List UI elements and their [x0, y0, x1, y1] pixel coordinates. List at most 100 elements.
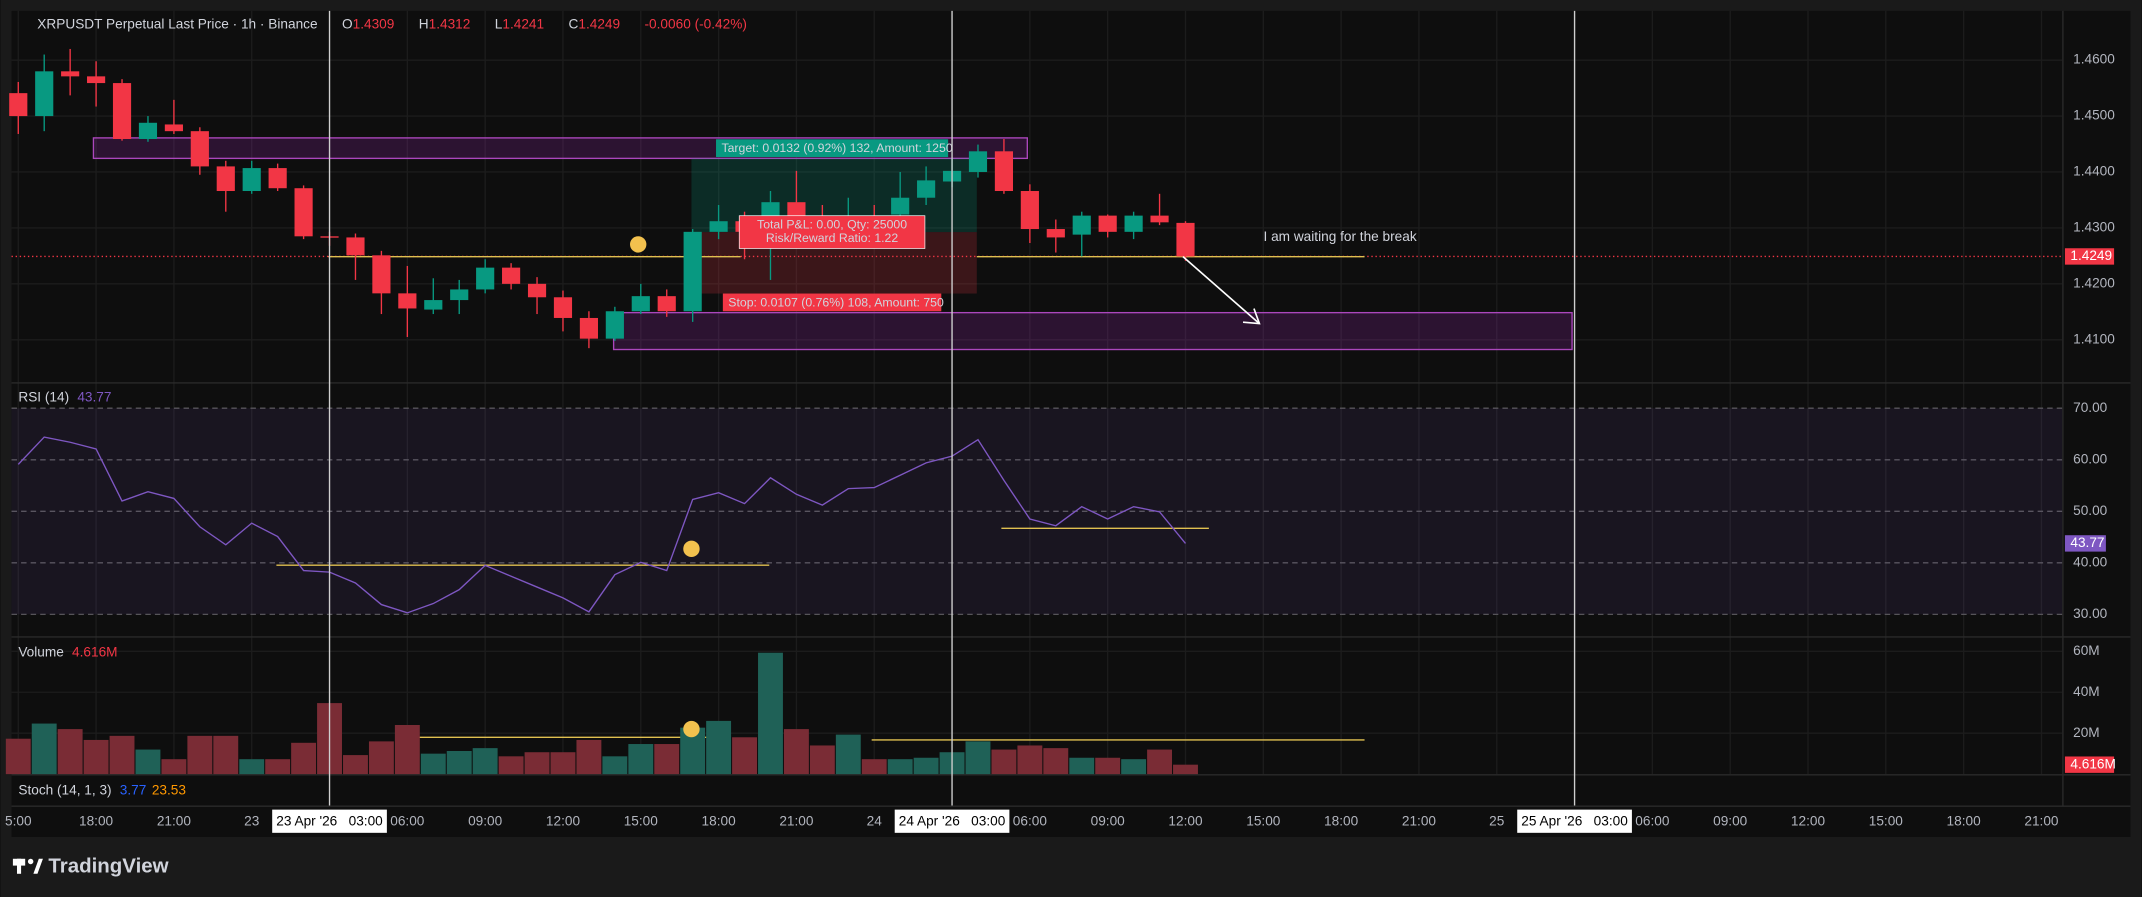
volume-bar: [265, 759, 291, 775]
x-tick-label: 09:00: [1713, 814, 1748, 829]
volume-bar: [602, 756, 628, 775]
volume-bar: [239, 759, 265, 775]
volume-bar: [835, 734, 861, 775]
volume-bar: [1017, 745, 1043, 775]
candle-body: [1020, 191, 1039, 230]
ohlc-value: 1.4312: [429, 16, 471, 31]
volume-bar: [732, 737, 757, 775]
ohlc-key: L: [495, 16, 503, 31]
ohlc-key: H: [419, 16, 429, 31]
candle-body: [398, 293, 417, 309]
y-tick-label: 20M: [2073, 725, 2100, 740]
x-tick-label: 21:00: [157, 814, 192, 829]
pnl-label-bg: [738, 215, 926, 249]
overlay: 5:00 18:00 21:00 23 23 Apr '26 03:00 06:00 09:…: [5, 10, 2116, 833]
ohlc-value: 1.4241: [502, 16, 544, 31]
x-tick-label: 24: [867, 814, 883, 829]
volume-bar: [57, 729, 83, 775]
candle-body: [891, 197, 910, 215]
stoch-k: 3.77: [120, 782, 147, 797]
y-tick-label: 1.4600: [2073, 52, 2115, 67]
volume-bar: [420, 753, 446, 775]
legend: XRPUSDT Perpetual Last Price · 1h · Bina…: [18, 16, 758, 31]
volume-legend: Volume 4.616M: [18, 644, 117, 659]
volume-bar: [343, 755, 368, 775]
candle-body: [268, 168, 287, 189]
candle-body: [917, 180, 936, 198]
candle-body: [709, 221, 728, 232]
candle-body: [242, 168, 261, 192]
logo: [16, 858, 22, 874]
y-tick-label: 60M: [2073, 643, 2100, 658]
rsi-band: [11, 408, 2063, 615]
volume-bar: [965, 741, 991, 775]
volume-bar: [809, 745, 835, 775]
note: I am waiting for the break: [1264, 229, 1417, 244]
candle-body: [87, 76, 106, 84]
candle-body: [1046, 229, 1065, 238]
y-tick-label: 1.4500: [2073, 108, 2115, 123]
grid: [11, 10, 2063, 775]
candle-body: [164, 124, 183, 132]
volume-bar: [368, 741, 394, 775]
stoch-legend: Stoch (14, 1, 3) 3.77 23.53: [18, 782, 186, 797]
volume-bar: [576, 739, 602, 775]
change: -0.0060 (-0.42%): [645, 16, 747, 31]
y-tick-label: 1.4100: [2073, 331, 2115, 346]
candle-body: [450, 289, 469, 301]
y-tick-label: 30.00: [2073, 606, 2108, 621]
candle-body: [502, 267, 521, 284]
volume-bar: [291, 742, 317, 775]
candle-body: [424, 300, 443, 310]
volume-bar: [109, 735, 135, 775]
candle-body: [683, 231, 702, 312]
x-tick-label: 12:00: [1791, 814, 1826, 829]
stoch-title: Stoch (14, 1, 3): [18, 782, 111, 797]
x-tick-label: 12:00: [546, 814, 581, 829]
x-tick-label: 18:00: [702, 814, 737, 829]
volume-bar: [550, 752, 576, 775]
candle-body: [476, 267, 495, 290]
x-tick-label: 23: [244, 814, 259, 829]
volume-bar: [887, 759, 913, 775]
volume-bar: [991, 749, 1017, 775]
position-labels: Target: 0.0132 (0.92%) 132, Amount: 1250…: [716, 139, 953, 312]
logo: [33, 858, 43, 874]
x-tick-label: 18:00: [1947, 814, 1982, 829]
candle-body: [61, 71, 80, 77]
volume-bar: [861, 759, 887, 775]
y-tick-label: 50.00: [2073, 503, 2108, 518]
volume-bar: [1173, 764, 1198, 775]
candle-body: [657, 296, 676, 312]
ohlc-key: C: [569, 16, 579, 31]
symbol: XRPUSDT Perpetual Last Price · 1h · Bina…: [37, 16, 317, 31]
candle-body: [1176, 222, 1195, 257]
price-tag-label: 1.4249: [2070, 248, 2112, 263]
candle-body: [553, 297, 573, 318]
rsi-title: RSI (14): [18, 389, 69, 404]
x-tick-label: 09:00: [1091, 814, 1126, 829]
candle-body: [346, 237, 365, 256]
candle-body: [1072, 215, 1091, 235]
volume-bar: [161, 759, 187, 775]
volume-bar: [498, 756, 524, 775]
candle-body: [372, 255, 391, 294]
y-tick-label: 1.4400: [2073, 164, 2115, 179]
y-tick-label: 40.00: [2073, 554, 2108, 569]
thumbs: [630, 236, 700, 738]
rr-label: Risk/Reward Ratio: 1.22: [766, 231, 898, 245]
volume-bar: [213, 735, 239, 775]
volume-bar: [1121, 759, 1147, 775]
candle-body: [527, 283, 547, 298]
volume-bar: [1043, 748, 1069, 775]
ohlc-value: 1.4309: [353, 16, 395, 31]
volume-bar: [1095, 757, 1121, 775]
x-tick-label: 21:00: [779, 814, 814, 829]
x-tick-label: 12:00: [1168, 814, 1203, 829]
volume-tag: [2064, 756, 2115, 773]
x-tick-label: 25: [1489, 814, 1505, 829]
candle-body: [1150, 215, 1169, 223]
rsi-tag: [2064, 535, 2106, 552]
zone-box: [612, 311, 1573, 351]
volume-bar: [31, 723, 57, 775]
